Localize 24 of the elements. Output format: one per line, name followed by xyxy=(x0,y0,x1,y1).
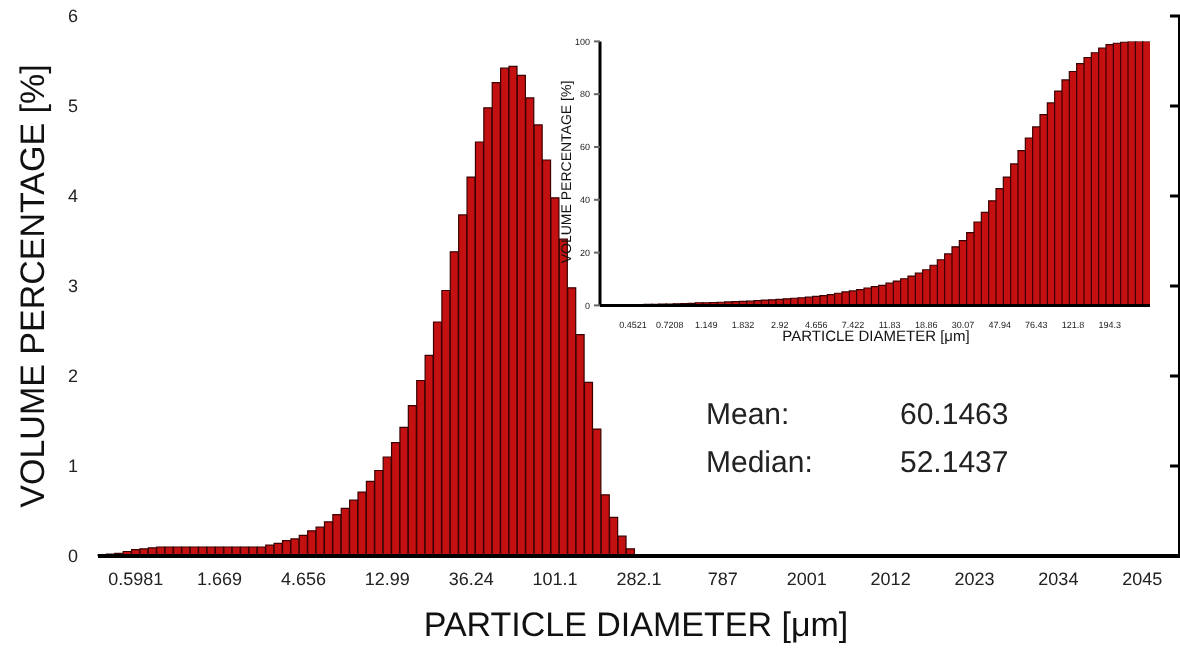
x-tick-label: 0.5981 xyxy=(108,568,164,589)
x-tick-label: 12.99 xyxy=(364,568,410,589)
x-tick-label: 36.24 xyxy=(448,568,494,589)
y-axis-title: VOLUME PERCENTAGE [%] xyxy=(14,64,54,508)
y-tick-label: 1 xyxy=(67,456,78,477)
x-tick-label: 787 xyxy=(707,568,738,589)
text: Mean: 60.1463 xyxy=(706,398,1009,432)
x-tick-label: 282.1 xyxy=(616,568,662,589)
x-tick-label: 2001 xyxy=(786,568,827,589)
y-tick-label: 3 xyxy=(67,276,78,297)
x-tick-label: 2034 xyxy=(1038,568,1079,589)
y-tick-label: 5 xyxy=(67,96,78,117)
x-tick-label: 1.669 xyxy=(197,568,243,589)
x-tick-label: 2045 xyxy=(1122,568,1163,589)
text: Median: 52.1437 xyxy=(706,446,1009,480)
x-axis-title: PARTICLE DIAMETER [μm] xyxy=(423,606,849,646)
x-tick-label: 2023 xyxy=(954,568,995,589)
x-tick-label: 2012 xyxy=(870,568,911,589)
y-tick-label: 6 xyxy=(67,6,78,27)
x-tick-label: 4.656 xyxy=(280,568,327,589)
y-tick-label: 4 xyxy=(67,186,78,207)
x-tick-label: 101.1 xyxy=(532,568,578,589)
y-tick-label: 0 xyxy=(67,546,78,567)
y-tick-label: 2 xyxy=(67,366,78,387)
